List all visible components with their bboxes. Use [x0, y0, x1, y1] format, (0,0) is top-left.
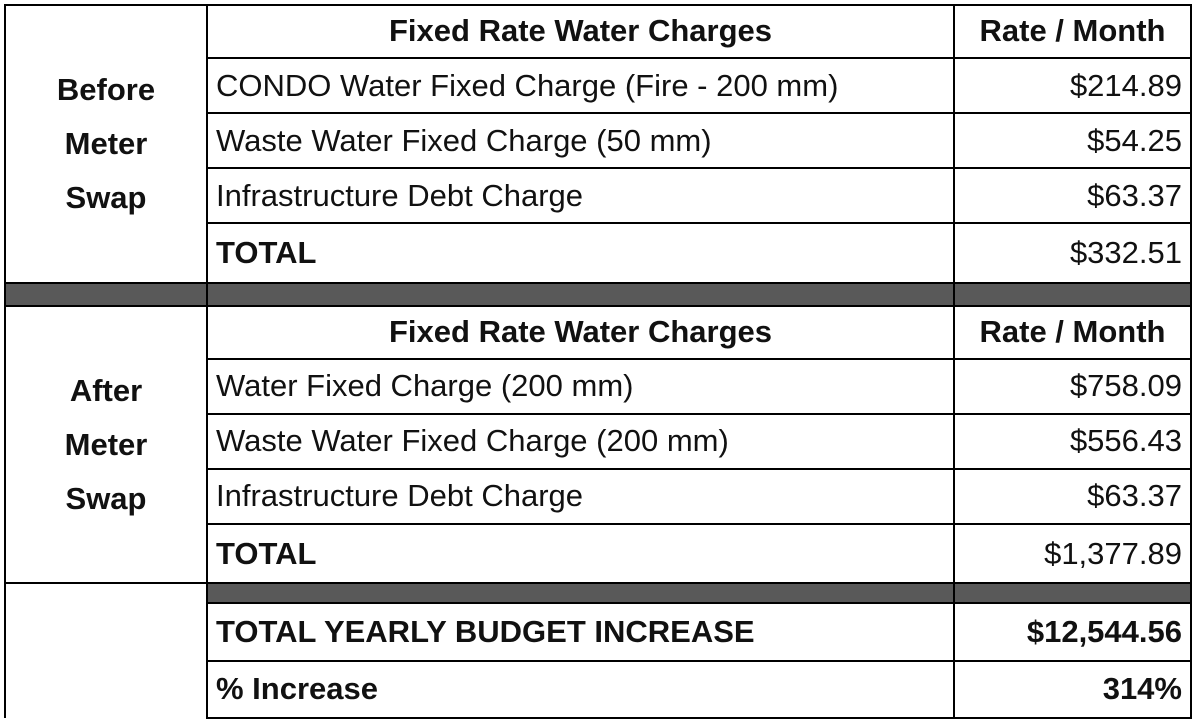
total-value: $1,377.89 — [953, 523, 1192, 585]
after-header-row: After Meter Swap Fixed Rate Water Charge… — [4, 304, 1192, 585]
charge-description: Waste Water Fixed Charge (200 mm) — [206, 412, 955, 470]
charge-description: CONDO Water Fixed Charge (Fire - 200 mm) — [206, 56, 955, 115]
section-separator — [4, 281, 1192, 307]
table-row: Infrastructure Debt Charge $63.37 — [5, 467, 1192, 526]
yearly-increase-row: TOTAL YEARLY BUDGET INCREASE $12,544.56 — [5, 602, 1192, 662]
separator-cell — [4, 281, 208, 307]
after-total-row: TOTAL $1,377.89 — [5, 523, 1192, 585]
after-label-line: Meter — [64, 426, 148, 462]
charge-rate: $63.37 — [953, 467, 1192, 526]
before-label-line: Before — [56, 71, 156, 107]
after-label-line: Swap — [65, 480, 147, 516]
before-header-row: Before Meter Swap Fixed Rate Water Charg… — [4, 4, 1192, 284]
percent-increase-row: % Increase 314% — [5, 659, 1192, 720]
separator-cell — [953, 281, 1192, 307]
charge-rate: $63.37 — [953, 167, 1192, 225]
charge-description: Infrastructure Debt Charge — [206, 467, 955, 526]
percent-increase-value: 314% — [953, 659, 1192, 720]
charge-description: Water Fixed Charge (200 mm) — [206, 357, 955, 415]
total-value: $332.51 — [953, 222, 1192, 284]
after-group-label: After Meter Swap — [4, 304, 208, 585]
yearly-increase-value: $12,544.56 — [953, 602, 1192, 662]
separator-cell — [206, 281, 955, 307]
charge-description: Infrastructure Debt Charge — [206, 167, 955, 225]
before-total-row: TOTAL $332.51 — [5, 222, 1192, 284]
table-row: Waste Water Fixed Charge (200 mm) $556.4… — [5, 412, 1192, 470]
percent-increase-label: % Increase — [206, 659, 955, 720]
before-label-line: Swap — [65, 179, 147, 215]
before-group-label: Before Meter Swap — [4, 4, 208, 284]
charge-rate: $758.09 — [953, 357, 1192, 415]
before-rate-header: Rate / Month — [953, 4, 1192, 59]
separator-cell — [953, 582, 1192, 605]
separator-cell — [206, 582, 955, 605]
after-rate-header: Rate / Month — [953, 304, 1192, 360]
total-label: TOTAL — [206, 222, 955, 284]
before-label-line: Meter — [64, 125, 148, 161]
charge-rate: $214.89 — [953, 56, 1192, 115]
table-row: CONDO Water Fixed Charge (Fire - 200 mm)… — [5, 56, 1192, 115]
table-row: Waste Water Fixed Charge (50 mm) $54.25 — [5, 112, 1192, 170]
summary-separator — [4, 582, 1192, 718]
before-charges-header: Fixed Rate Water Charges — [206, 4, 955, 59]
summary-blank-cell — [4, 582, 208, 718]
yearly-increase-label: TOTAL YEARLY BUDGET INCREASE — [206, 602, 955, 662]
after-charges-header: Fixed Rate Water Charges — [206, 304, 955, 360]
charge-rate: $54.25 — [953, 112, 1192, 170]
charge-description: Waste Water Fixed Charge (50 mm) — [206, 112, 955, 170]
total-label: TOTAL — [206, 523, 955, 585]
water-charges-table: Before Meter Swap Fixed Rate Water Charg… — [4, 4, 1192, 720]
table-row: Water Fixed Charge (200 mm) $758.09 — [5, 357, 1192, 415]
charge-rate: $556.43 — [953, 412, 1192, 470]
table-row: Infrastructure Debt Charge $63.37 — [5, 167, 1192, 225]
after-label-line: After — [69, 372, 143, 408]
